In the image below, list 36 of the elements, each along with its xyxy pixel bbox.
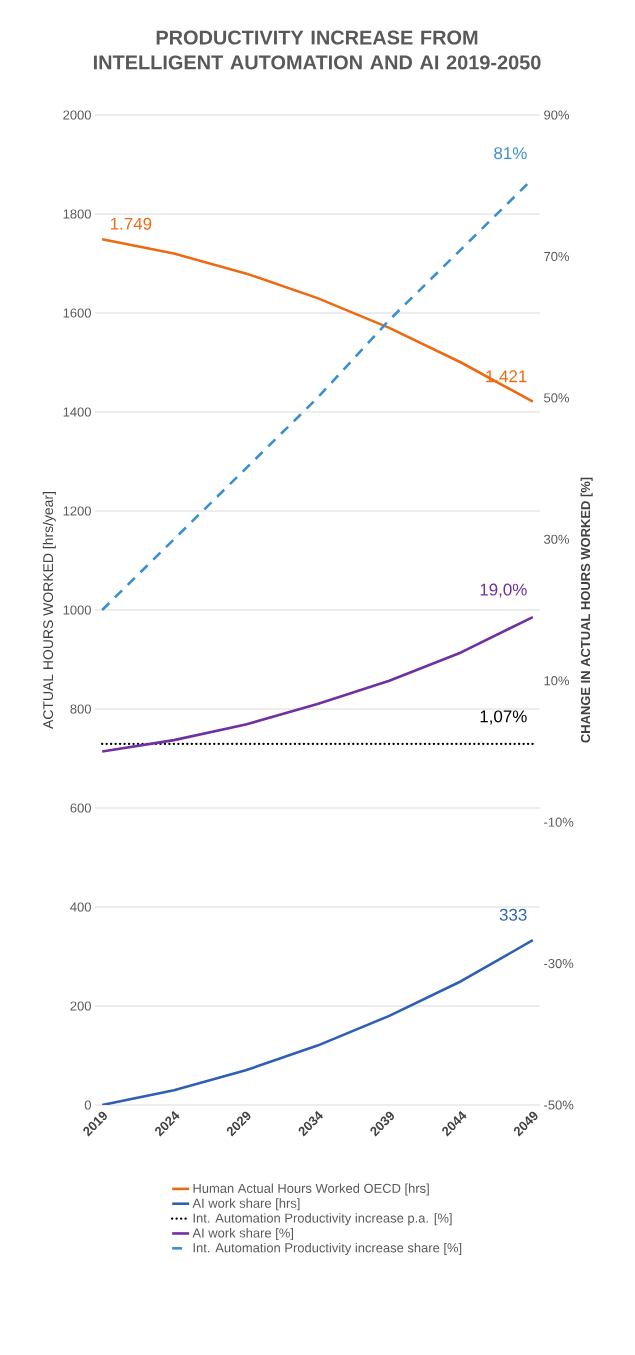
y-tick-label: 400 [70,902,91,912]
y2-tick-label: -30% [544,958,574,969]
y2-tick-label: -10% [544,817,574,827]
data-label: 333 [499,908,527,921]
y2-tick-label: 70% [544,251,569,261]
y-tick-label: 800 [70,704,91,714]
y-tick-label: 1200 [63,506,91,516]
y2-tick-label: 50% [544,393,569,403]
line-series [100,938,535,1105]
y-tick-label: 200 [70,1001,91,1011]
y-tick-label: 1800 [63,209,91,219]
y-axis-title: ACTUAL HOURS WORKED [hrs/year] [42,492,56,729]
data-label: 81% [494,147,527,160]
y-tick-label: 1000 [63,605,91,615]
legend-label: Human Actual Hours Worked OECD [hrs] [193,1183,429,1196]
y2-tick-label: 30% [544,534,569,544]
data-label: 1.749 [110,217,152,230]
y-tick-label: 1400 [63,407,91,417]
line-series [100,237,535,403]
data-label: 19,0% [480,583,527,598]
data-label: 1,07% [480,710,527,725]
chart-title: PRODUCTIVITY INCREASE FROM INTELLIGENT AUTOMATION AND AI 2019-2050 [93,30,541,70]
y-tick-label: 2000 [63,110,91,120]
y2-axis-title: CHANGE IN ACTUAL HOURS WORKED [%] [580,477,593,743]
y-tick-label: 1600 [63,308,91,318]
y2-tick-label: 90% [544,110,569,120]
legend-label: AI work share [hrs] [192,1198,300,1211]
y2-tick-label: -50% [544,1100,574,1110]
legend-label: AI work share [%] [192,1228,293,1241]
line-series [100,615,535,753]
y-tick-label: 0 [84,1100,91,1110]
y2-tick-label: 10% [544,676,569,686]
legend-label: Int. Automation Productivity increase share [%] [193,1242,462,1255]
data-label: 1.421 [486,370,527,383]
y-tick-label: 600 [70,803,91,813]
legend-label: Int. Automation Productivity increase p.a. [%] [193,1213,452,1226]
